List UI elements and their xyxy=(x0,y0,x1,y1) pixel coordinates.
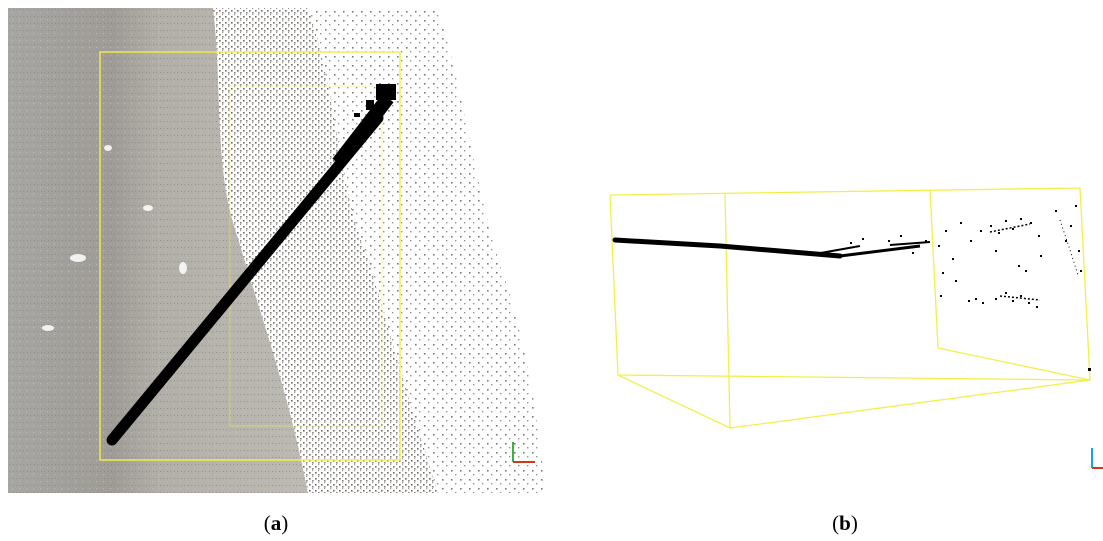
side-view-canvas xyxy=(609,187,1103,469)
top-view-canvas xyxy=(8,8,545,493)
bounding-box xyxy=(99,51,401,461)
xy-axis-triad-icon xyxy=(512,442,535,463)
point-cloud-side-view xyxy=(600,180,1103,480)
linear-feature-points xyxy=(106,112,384,446)
panel-b-caption: (b) xyxy=(832,511,858,535)
linear-feature-points xyxy=(612,205,1091,371)
xz-axis-triad-icon xyxy=(1091,448,1103,469)
panel-a-caption: (a) xyxy=(263,511,289,535)
bounding-box-inner-edges xyxy=(229,85,383,427)
bounding-box-3d xyxy=(609,187,1091,429)
point-cloud-top-view xyxy=(8,8,545,493)
